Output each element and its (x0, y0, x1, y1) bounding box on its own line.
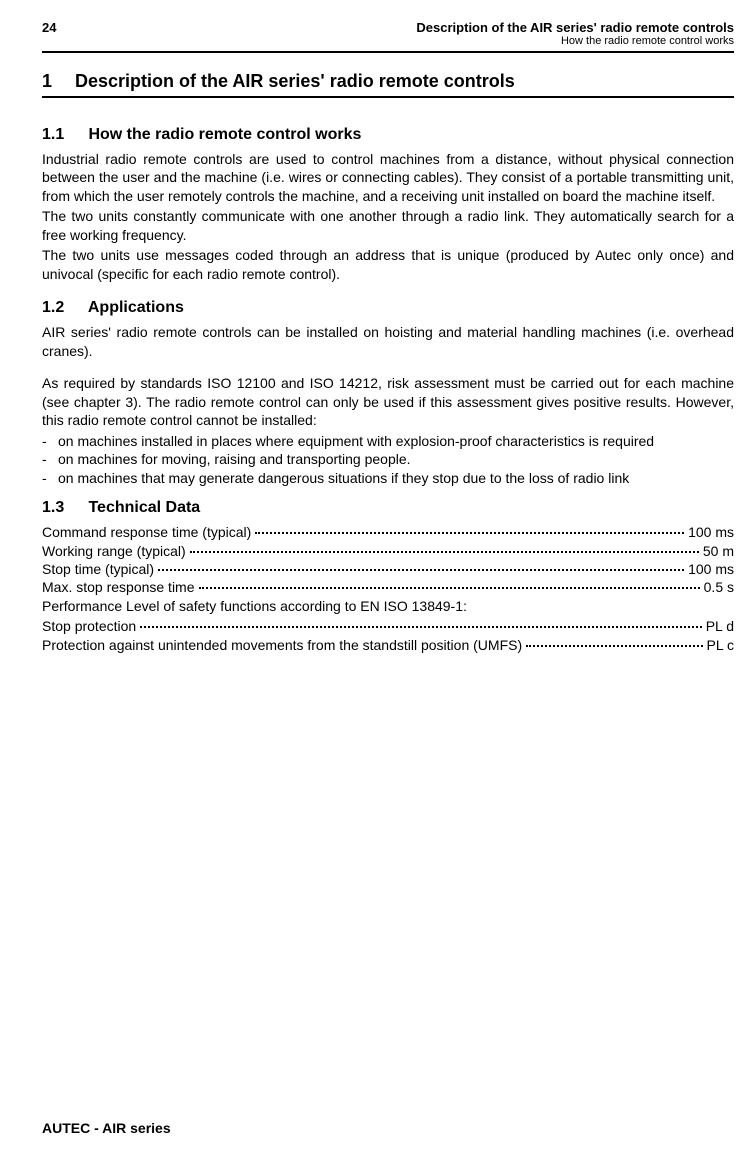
page-footer: AUTEC - AIR series (42, 1120, 171, 1136)
tech-data-row: Command response time (typical) 100 ms (42, 523, 734, 541)
leader-dots (158, 569, 684, 571)
paragraph: The two units use messages coded through… (42, 246, 734, 283)
leader-dots (140, 626, 702, 628)
doc-subtitle: How the radio remote control works (416, 35, 734, 47)
list-item: on machines that may generate dangerous … (42, 469, 734, 487)
tech-label: Protection against unintended movements … (42, 636, 522, 654)
section-title: Technical Data (88, 499, 200, 516)
tech-note: Performance Level of safety functions ac… (42, 597, 734, 615)
tech-value: 0.5 s (704, 578, 734, 596)
tech-value: PL d (706, 617, 734, 635)
tech-data-row: Max. stop response time 0.5 s (42, 578, 734, 596)
leader-dots (526, 645, 702, 647)
tech-label: Max. stop response time (42, 578, 195, 596)
paragraph: The two units constantly communicate wit… (42, 207, 734, 244)
tech-data-row: Working range (typical) 50 m (42, 542, 734, 560)
tech-value: 50 m (703, 542, 734, 560)
doc-title: Description of the AIR series' radio rem… (416, 20, 734, 35)
tech-value: 100 ms (688, 523, 734, 541)
section-heading: 1.1 How the radio remote control works (42, 126, 734, 144)
list-item: on machines installed in places where eq… (42, 432, 734, 450)
page-header: 24 Description of the AIR series' radio … (42, 20, 734, 47)
page: 24 Description of the AIR series' radio … (0, 0, 756, 1158)
tech-label: Command response time (typical) (42, 523, 251, 541)
section-number: 1.1 (42, 126, 84, 144)
page-number: 24 (42, 20, 56, 35)
tech-label: Stop protection (42, 617, 136, 635)
tech-value: 100 ms (688, 560, 734, 578)
bullet-list: on machines installed in places where eq… (42, 432, 734, 487)
section-title: How the radio remote control works (88, 126, 361, 143)
tech-value: PL c (707, 636, 735, 654)
paragraph: AIR series' radio remote controls can be… (42, 323, 734, 360)
chapter-heading: 1 Description of the AIR series' radio r… (42, 71, 734, 98)
section-number: 1.2 (42, 299, 84, 317)
section-heading: 1.2 Applications (42, 299, 734, 317)
leader-dots (190, 551, 699, 553)
section-number: 1.3 (42, 499, 84, 517)
tech-data-row: Stop time (typical) 100 ms (42, 560, 734, 578)
tech-label: Working range (typical) (42, 542, 186, 560)
paragraph: Industrial radio remote controls are use… (42, 150, 734, 205)
tech-label: Stop time (typical) (42, 560, 154, 578)
paragraph: As required by standards ISO 12100 and I… (42, 374, 734, 429)
header-right: Description of the AIR series' radio rem… (416, 20, 734, 47)
section-title: Applications (88, 299, 184, 316)
leader-dots (255, 532, 684, 534)
chapter-number: 1 (42, 71, 70, 92)
header-rule (42, 51, 734, 53)
tech-data-row: Protection against unintended movements … (42, 636, 734, 654)
section-heading: 1.3 Technical Data (42, 499, 734, 517)
chapter-title: Description of the AIR series' radio rem… (75, 71, 515, 91)
tech-data-row: Stop protection PL d (42, 617, 734, 635)
leader-dots (199, 587, 700, 589)
list-item: on machines for moving, raising and tran… (42, 450, 734, 468)
